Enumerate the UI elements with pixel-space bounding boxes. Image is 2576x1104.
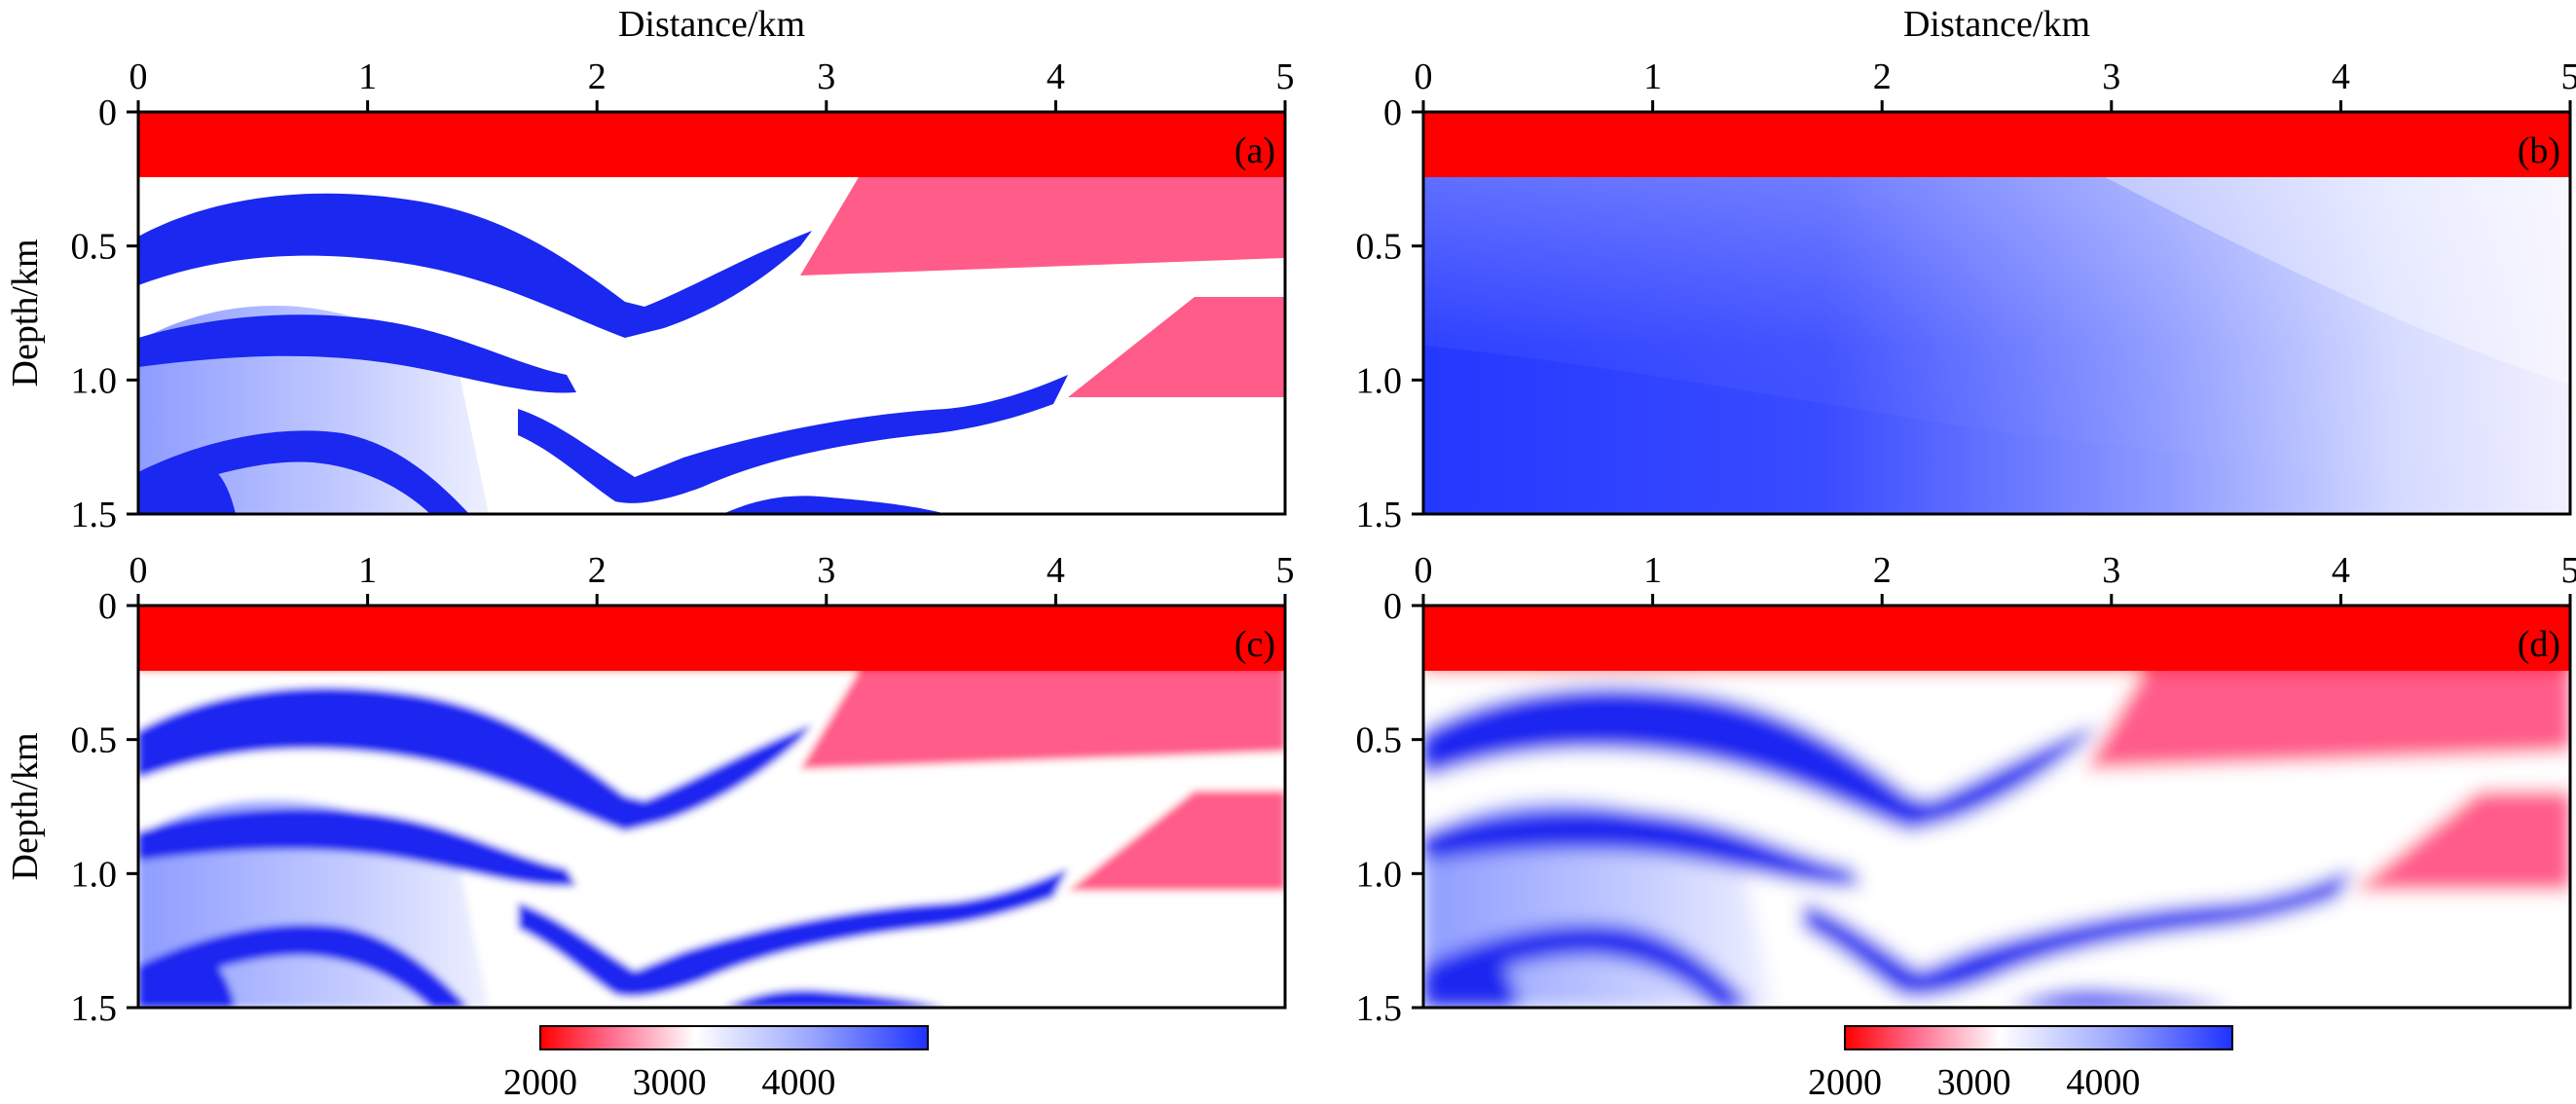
y-tick-label: 0.5 xyxy=(71,720,118,761)
y-tick-label: 0 xyxy=(1383,586,1402,627)
x-tick-label: 4 xyxy=(1047,550,1065,591)
x-tick-label: 0 xyxy=(129,56,148,97)
x-axis-label: Distance/km xyxy=(618,4,805,45)
panel-1-axes: 0 1 2 3 4 5 0 0.5 1.0 1.5 (a) Distance/km Depth/km xyxy=(5,4,1295,535)
x-tick-label: 0 xyxy=(1415,56,1433,97)
x-tick-label: 1 xyxy=(358,56,377,97)
panel-d xyxy=(1421,604,2572,1010)
panel-label: (b) xyxy=(2518,130,2560,171)
panel-c xyxy=(136,604,1287,1010)
x-tick-label: 1 xyxy=(1643,56,1662,97)
x-tick-label: 4 xyxy=(1047,56,1065,97)
colorbar-tick-label: 2000 xyxy=(503,1062,577,1103)
x-tick-label: 0 xyxy=(129,550,148,591)
colorbar-tick-label: 4000 xyxy=(761,1062,835,1103)
y-tick-label: 0.5 xyxy=(71,227,118,268)
y-tick-label: 0 xyxy=(1383,92,1402,133)
y-tick-label: 1.0 xyxy=(71,854,118,895)
x-tick-label: 2 xyxy=(1873,56,1892,97)
y-tick-label: 1.5 xyxy=(1356,495,1403,535)
panel-label: (a) xyxy=(1234,130,1275,171)
panel-a-frame xyxy=(136,110,1287,516)
colorbar-tick-label: 3000 xyxy=(633,1062,707,1103)
y-tick-label: 1.0 xyxy=(1356,360,1403,401)
panel-label: (d) xyxy=(2518,624,2560,665)
y-tick-label: 1.0 xyxy=(71,360,118,401)
y-tick-label: 0.5 xyxy=(1356,720,1403,761)
y-tick-label: 0.5 xyxy=(1356,227,1403,268)
panel-b-frame xyxy=(1421,110,2572,516)
x-tick-label: 1 xyxy=(358,550,377,591)
x-tick-label: 3 xyxy=(817,56,835,97)
x-tick-label: 4 xyxy=(2332,550,2350,591)
colorbar-tick-label: 4000 xyxy=(2066,1062,2140,1103)
panel-c-frame xyxy=(136,604,1287,1010)
y-tick-label: 1.0 xyxy=(1356,854,1403,895)
x-tick-label: 2 xyxy=(1873,550,1892,591)
x-tick-label: 2 xyxy=(588,56,607,97)
panel-4-axes: 0 1 2 3 4 5 0 0.5 1.0 1.5 (d) xyxy=(1356,550,2576,1029)
x-tick-label: 3 xyxy=(817,550,835,591)
panel-a xyxy=(136,110,1287,516)
colorbar-right: 2000 3000 4000 xyxy=(1808,1025,2233,1103)
x-axis-label: Distance/km xyxy=(1903,4,2090,45)
panel-2-axes: 0 1 2 3 4 5 0 0.5 1.0 1.5 (b) Distance/km xyxy=(1356,4,2576,535)
x-tick-label: 5 xyxy=(1276,550,1295,591)
y-tick-label: 0 xyxy=(98,92,117,133)
panel-label: (c) xyxy=(1234,624,1275,665)
y-tick-label: 0 xyxy=(98,586,117,627)
y-tick-label: 1.5 xyxy=(71,495,118,535)
x-tick-label: 0 xyxy=(1415,550,1433,591)
x-tick-label: 1 xyxy=(1643,550,1662,591)
x-tick-label: 3 xyxy=(2102,550,2120,591)
colorbar-tick-label: 3000 xyxy=(1937,1062,2011,1103)
panel-3-axes: 0 1 2 3 4 5 0 0.5 1.0 1.5 (c) Depth/km xyxy=(5,550,1295,1029)
y-axis-label: Depth/km xyxy=(5,733,46,881)
x-tick-label: 2 xyxy=(588,550,607,591)
colorbar-tick-label: 2000 xyxy=(1808,1062,1882,1103)
x-tick-label: 4 xyxy=(2332,56,2350,97)
colorbar-right-gradient xyxy=(1844,1025,2233,1050)
y-axis-label: Depth/km xyxy=(5,239,46,387)
x-tick-label: 3 xyxy=(2102,56,2120,97)
panel-a-image xyxy=(138,112,1285,514)
y-tick-label: 1.5 xyxy=(71,988,118,1029)
panel-d-frame xyxy=(1421,604,2572,1010)
y-tick-label: 1.5 xyxy=(1356,988,1403,1029)
x-tick-label: 5 xyxy=(2561,56,2576,97)
x-tick-label: 5 xyxy=(2561,550,2576,591)
colorbar-left: 2000 3000 4000 xyxy=(503,1025,929,1103)
panel-b xyxy=(1421,110,2572,516)
colorbar-left-gradient xyxy=(539,1025,929,1050)
x-tick-label: 5 xyxy=(1276,56,1295,97)
